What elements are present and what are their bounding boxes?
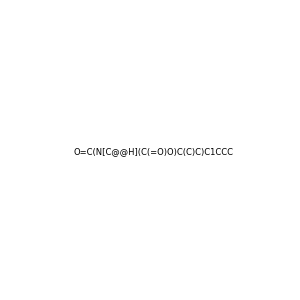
Text: O=C(N[C@@H](C(=O)O)C(C)C)C1CCC: O=C(N[C@@H](C(=O)O)C(C)C)C1CCC <box>74 147 234 156</box>
